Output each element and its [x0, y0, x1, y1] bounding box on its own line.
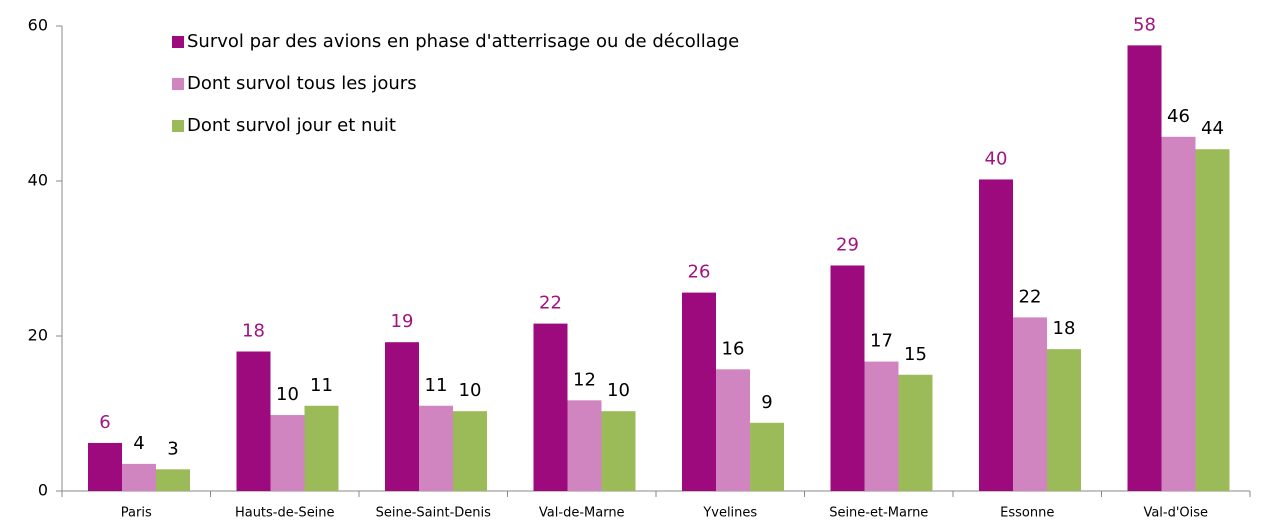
x-tick-label: Val-d'Oise — [1143, 506, 1208, 521]
value-label: 11 — [425, 375, 448, 396]
x-tick-label: Essonne — [1000, 506, 1054, 521]
value-label: 18 — [242, 321, 265, 342]
bar — [830, 265, 865, 491]
bar — [270, 415, 305, 491]
value-label: 10 — [276, 384, 299, 405]
value-label: 3 — [167, 438, 178, 459]
bar — [1161, 136, 1196, 491]
value-label: 9 — [761, 392, 772, 413]
value-label: 10 — [607, 380, 630, 401]
x-tick-label: Paris — [121, 506, 152, 521]
y-tick-label: 40 — [28, 171, 48, 190]
value-label: 46 — [1167, 106, 1190, 127]
bar — [864, 361, 899, 491]
bar — [567, 400, 602, 491]
value-label: 44 — [1201, 118, 1224, 139]
value-label: 15 — [904, 344, 927, 365]
legend-label: Dont survol jour et nuit — [187, 115, 396, 136]
value-label: 12 — [573, 369, 596, 390]
value-label: 6 — [99, 412, 110, 433]
y-tick-label: 60 — [28, 16, 48, 35]
bar — [122, 463, 156, 491]
value-label: 26 — [688, 262, 711, 283]
bar — [453, 411, 487, 491]
bar — [1127, 45, 1162, 491]
bar — [682, 292, 716, 491]
bar — [716, 369, 750, 491]
bar — [88, 442, 122, 491]
bar — [898, 374, 933, 491]
value-label: 16 — [722, 338, 745, 359]
legend-swatch — [172, 78, 184, 90]
value-label: 18 — [1053, 318, 1076, 339]
value-label: 10 — [459, 380, 482, 401]
y-tick-label: 20 — [28, 326, 48, 345]
bar — [601, 411, 636, 491]
bar — [979, 179, 1013, 491]
bar — [304, 405, 339, 491]
x-tick-label: Seine-Saint-Denis — [376, 506, 492, 521]
y-tick-label: 0 — [38, 481, 48, 500]
bar — [1013, 317, 1047, 491]
value-label: 4 — [133, 433, 144, 454]
value-label: 40 — [985, 148, 1008, 169]
value-label: 19 — [391, 311, 414, 332]
value-label: 22 — [539, 293, 562, 314]
value-label: 58 — [1133, 14, 1156, 35]
bar — [533, 323, 568, 491]
value-label: 17 — [870, 331, 893, 352]
bar — [1047, 349, 1081, 491]
bar — [236, 351, 271, 491]
legend-swatch — [172, 120, 184, 132]
value-label: 29 — [836, 234, 859, 255]
legend-label: Survol par des avions en phase d'atterri… — [187, 31, 739, 52]
x-tick-label: Seine-et-Marne — [829, 506, 928, 521]
legend-swatch — [172, 36, 184, 48]
bar — [156, 469, 190, 491]
value-label: 11 — [310, 375, 333, 396]
bar — [750, 422, 784, 491]
x-tick-label: Val-de-Marne — [539, 506, 625, 521]
bar — [385, 342, 419, 491]
bar — [419, 405, 453, 491]
x-tick-label: Yvelines — [702, 506, 757, 521]
bar — [1195, 149, 1230, 491]
value-label: 22 — [1019, 286, 1042, 307]
x-tick-label: Hauts-de-Seine — [235, 506, 335, 521]
legend-label: Dont survol tous les jours — [187, 73, 417, 94]
